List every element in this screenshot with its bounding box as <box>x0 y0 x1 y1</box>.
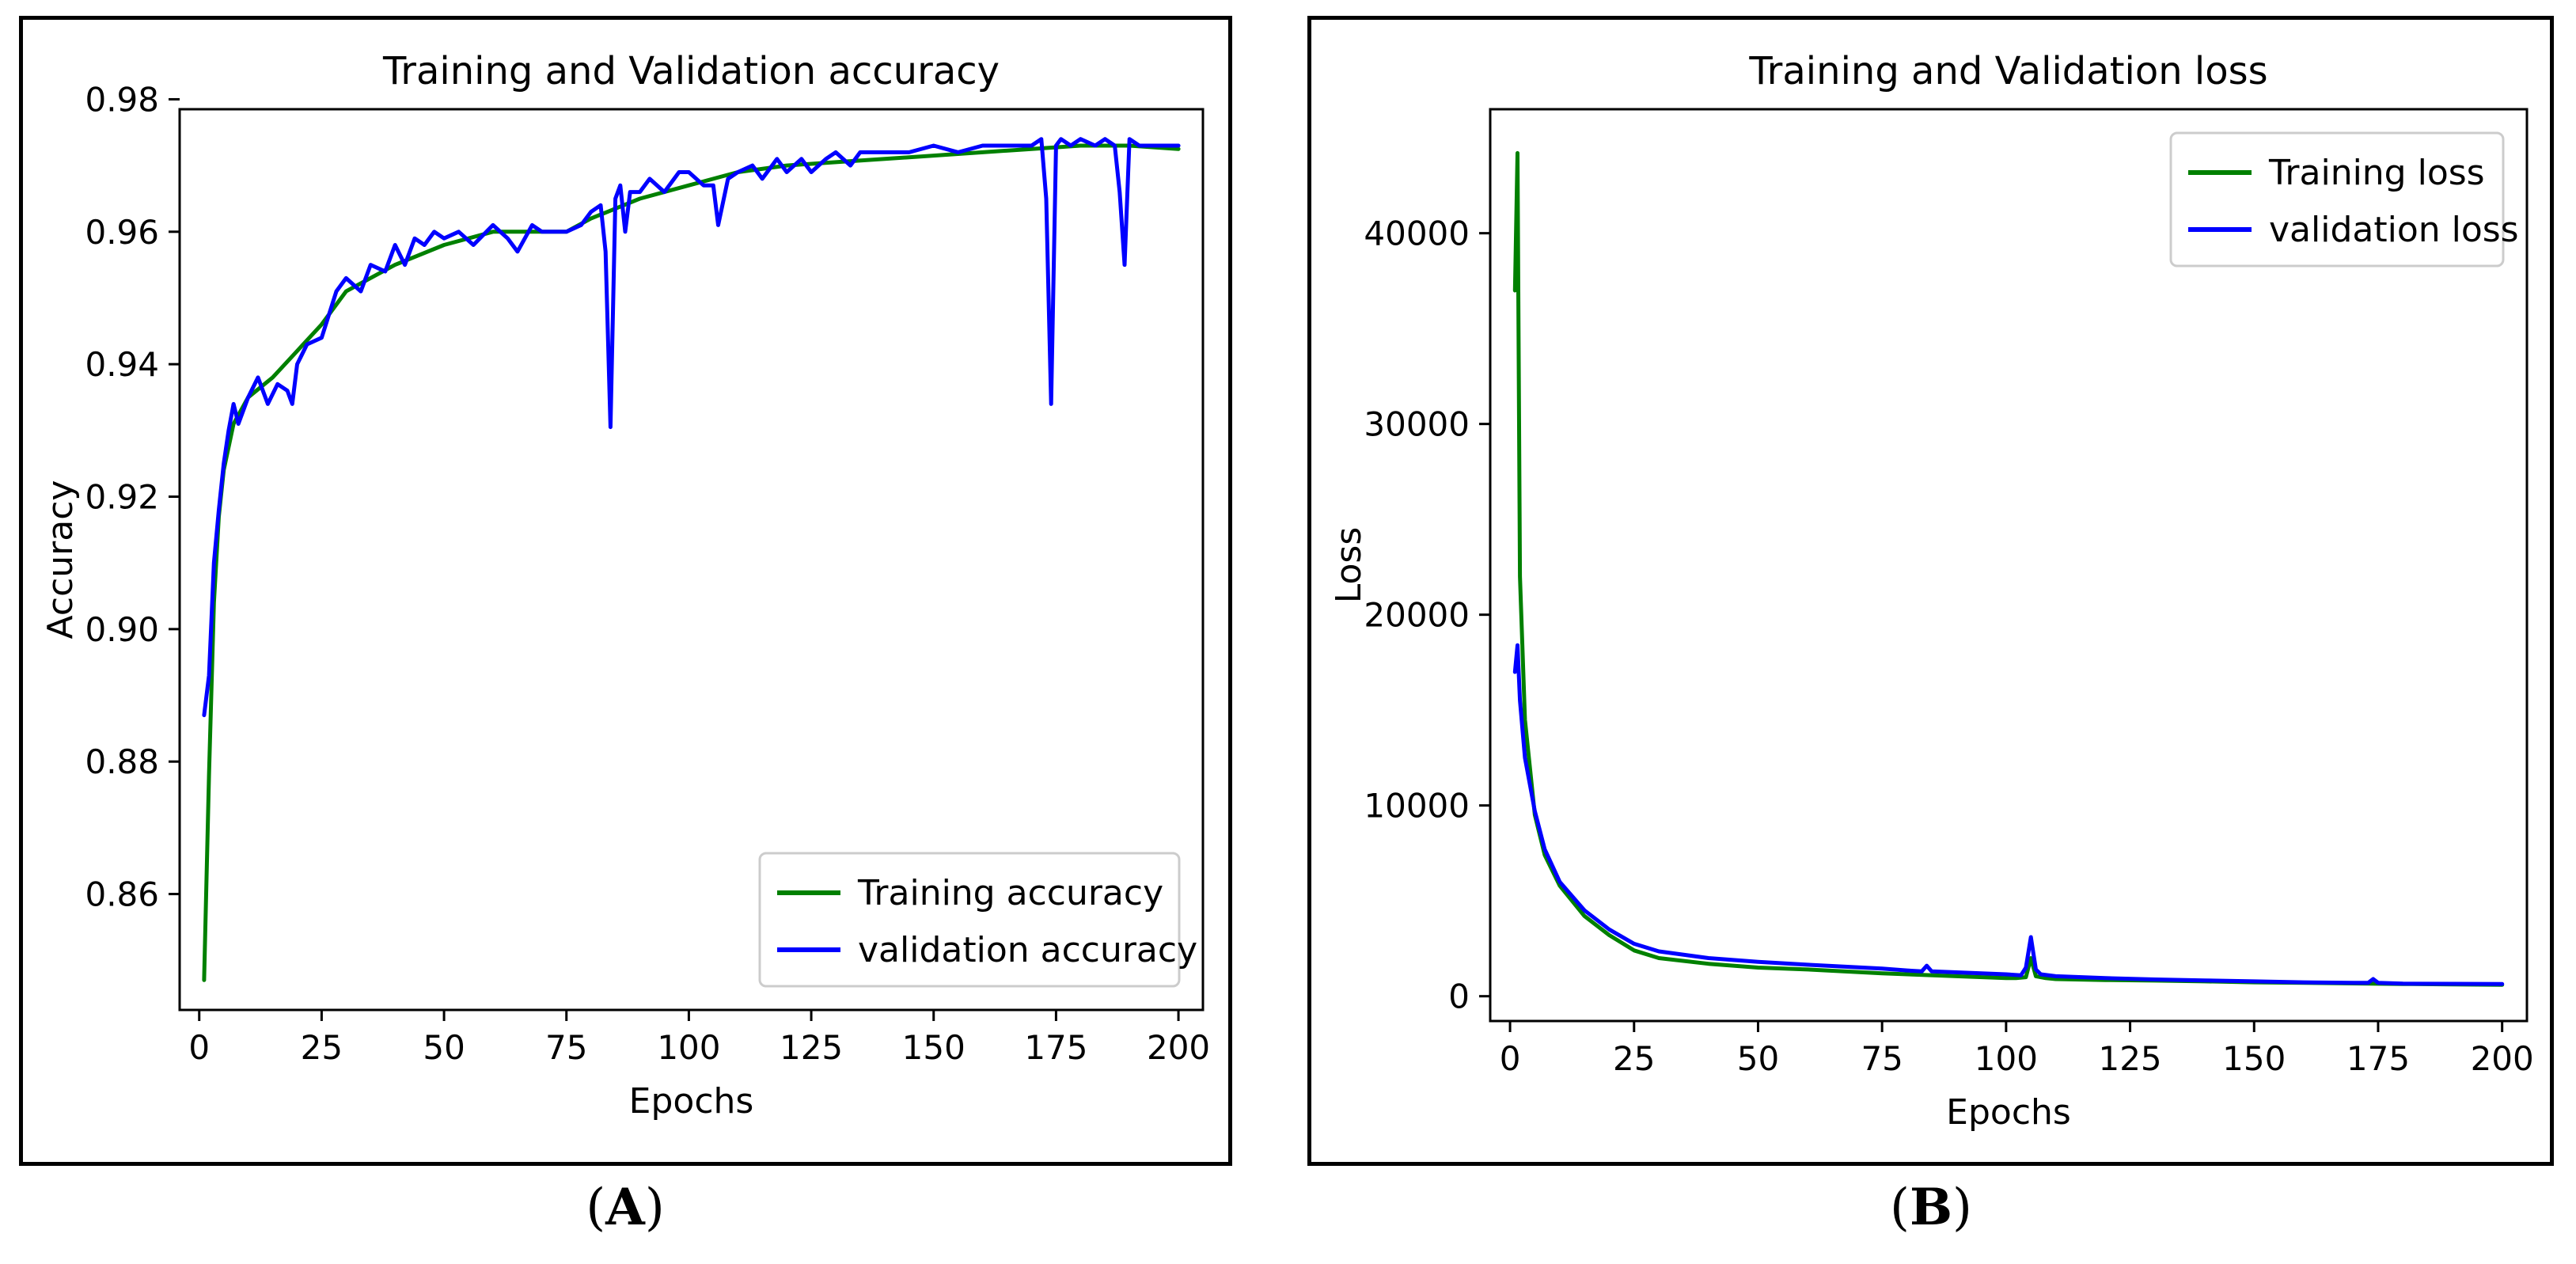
x-tick-label: 150 <box>902 1028 966 1067</box>
x-tick-label: 75 <box>545 1028 587 1067</box>
legend-label: validation accuracy <box>858 930 1197 970</box>
y-axis-label: Accuracy <box>40 480 81 640</box>
x-tick-label: 175 <box>1024 1028 1087 1067</box>
loss-legend <box>2169 131 2505 268</box>
y-tick-label: 20000 <box>1364 596 1470 635</box>
loss-chart: Training and Validation loss 0 25 50 75 100 12… <box>1329 49 2534 1133</box>
x-tick-label: 100 <box>1975 1039 2038 1078</box>
caption-b: (B) <box>1889 1178 1973 1237</box>
x-tick-label: 150 <box>2222 1039 2286 1078</box>
caption-a: (A) <box>586 1178 665 1237</box>
panel-b: Training and Validation loss 0 25 50 75 100 12… <box>1307 16 2554 1166</box>
series-line-validation-accuracy <box>202 137 1181 718</box>
x-tick-label: 125 <box>2098 1039 2161 1078</box>
series-line-training-loss <box>1512 150 2505 987</box>
x-tick-label: 0 <box>188 1028 210 1067</box>
y-tick-label: 0.94 <box>85 345 159 384</box>
y-tick-label: 0.90 <box>85 610 159 649</box>
x-tick-label: 50 <box>423 1028 465 1067</box>
series-line-validation-loss <box>1512 643 2505 986</box>
y-tick-label: 0.88 <box>85 742 159 781</box>
x-tick-label: 125 <box>780 1028 843 1067</box>
x-tick-label: 25 <box>301 1028 343 1067</box>
loss-chart-title: Training and Validation loss <box>1748 49 2267 93</box>
x-axis-label: Epochs <box>629 1081 754 1122</box>
x-axis-label: Epochs <box>1946 1092 2071 1133</box>
y-tick-label: 0 <box>1448 977 1470 1016</box>
loss-plot-frame <box>1489 108 2529 1023</box>
x-tick-label: 175 <box>2346 1039 2410 1078</box>
y-tick-label: 30000 <box>1364 405 1470 444</box>
x-tick-label: 0 <box>1500 1039 1521 1078</box>
legend-label: Training accuracy <box>857 873 1163 913</box>
y-axis-label: Loss <box>1329 527 1369 604</box>
x-tick-label: 25 <box>1613 1039 1655 1078</box>
legend-label: validation loss <box>2269 210 2519 250</box>
y-tick-label: 0.86 <box>85 875 159 914</box>
y-tick-label: 40000 <box>1364 214 1470 253</box>
y-tick-label: 10000 <box>1364 787 1470 826</box>
x-tick-label: 75 <box>1861 1039 1903 1078</box>
accuracy-chart-title: Training and Validation accuracy <box>382 49 1000 93</box>
x-tick-label: 50 <box>1737 1039 1779 1078</box>
accuracy-plot-frame <box>178 108 1205 1012</box>
accuracy-chart: Training and Validation accuracy 0 25 50 75 1… <box>40 49 1210 1122</box>
x-tick-label: 200 <box>1147 1028 1210 1067</box>
y-tick-label: 0.98 <box>85 80 159 119</box>
y-tick-label: 0.92 <box>85 478 159 517</box>
legend-label: Training loss <box>2268 153 2485 193</box>
x-tick-label: 200 <box>2471 1039 2534 1078</box>
accuracy-legend <box>758 852 1181 988</box>
y-tick-label: 0.96 <box>85 213 159 252</box>
panel-a: Training and Validation accuracy 0 25 50 75 1… <box>19 16 1232 1166</box>
x-tick-label: 100 <box>657 1028 720 1067</box>
